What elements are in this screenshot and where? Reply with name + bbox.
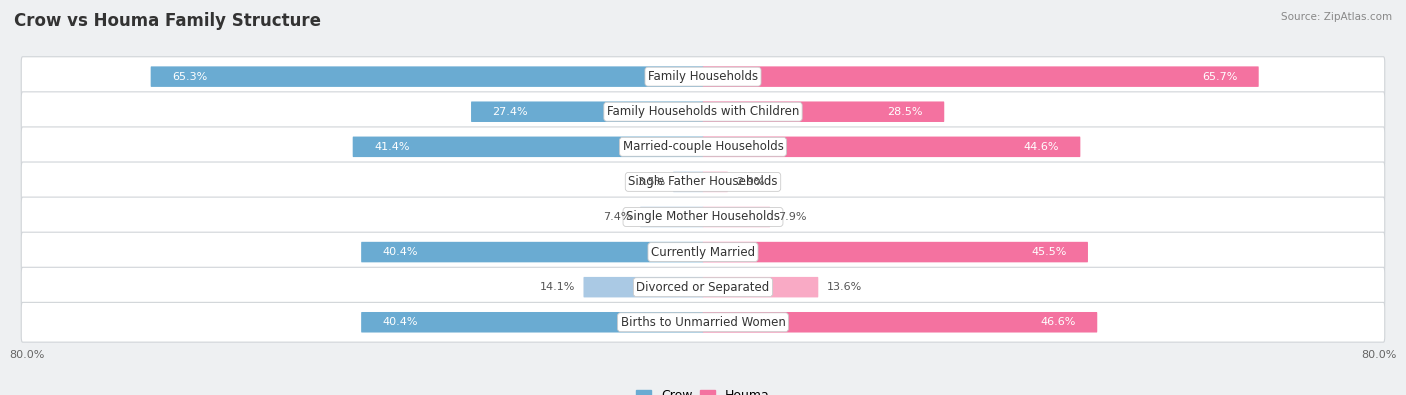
- FancyBboxPatch shape: [21, 267, 1385, 307]
- FancyBboxPatch shape: [361, 312, 703, 333]
- FancyBboxPatch shape: [21, 232, 1385, 272]
- FancyBboxPatch shape: [673, 172, 703, 192]
- Text: 2.9%: 2.9%: [735, 177, 765, 187]
- Text: Single Mother Households: Single Mother Households: [626, 211, 780, 224]
- Text: 7.9%: 7.9%: [779, 212, 807, 222]
- Text: 27.4%: 27.4%: [492, 107, 529, 117]
- Text: Currently Married: Currently Married: [651, 246, 755, 259]
- FancyBboxPatch shape: [703, 137, 1080, 157]
- Text: 7.4%: 7.4%: [603, 212, 631, 222]
- Text: Family Households: Family Households: [648, 70, 758, 83]
- FancyBboxPatch shape: [150, 66, 703, 87]
- Text: 14.1%: 14.1%: [540, 282, 575, 292]
- Text: 65.3%: 65.3%: [172, 71, 208, 82]
- FancyBboxPatch shape: [361, 242, 703, 262]
- Text: Source: ZipAtlas.com: Source: ZipAtlas.com: [1281, 12, 1392, 22]
- Text: Family Households with Children: Family Households with Children: [607, 105, 799, 118]
- Text: 44.6%: 44.6%: [1024, 142, 1059, 152]
- FancyBboxPatch shape: [640, 207, 703, 227]
- Legend: Crow, Houma: Crow, Houma: [631, 384, 775, 395]
- Text: Married-couple Households: Married-couple Households: [623, 140, 783, 153]
- FancyBboxPatch shape: [703, 207, 770, 227]
- FancyBboxPatch shape: [21, 92, 1385, 132]
- Text: 40.4%: 40.4%: [382, 247, 418, 257]
- FancyBboxPatch shape: [583, 277, 703, 297]
- Text: 28.5%: 28.5%: [887, 107, 922, 117]
- FancyBboxPatch shape: [703, 277, 818, 297]
- Text: 41.4%: 41.4%: [374, 142, 409, 152]
- FancyBboxPatch shape: [703, 66, 1258, 87]
- FancyBboxPatch shape: [703, 172, 728, 192]
- FancyBboxPatch shape: [21, 127, 1385, 167]
- Text: 46.6%: 46.6%: [1040, 317, 1076, 327]
- FancyBboxPatch shape: [21, 57, 1385, 96]
- Text: Single Father Households: Single Father Households: [628, 175, 778, 188]
- FancyBboxPatch shape: [21, 162, 1385, 202]
- FancyBboxPatch shape: [703, 102, 945, 122]
- Text: 40.4%: 40.4%: [382, 317, 418, 327]
- Text: Crow vs Houma Family Structure: Crow vs Houma Family Structure: [14, 12, 321, 30]
- Text: 45.5%: 45.5%: [1031, 247, 1067, 257]
- Text: Divorced or Separated: Divorced or Separated: [637, 281, 769, 293]
- FancyBboxPatch shape: [703, 312, 1097, 333]
- Text: 3.5%: 3.5%: [637, 177, 665, 187]
- FancyBboxPatch shape: [471, 102, 703, 122]
- FancyBboxPatch shape: [703, 242, 1088, 262]
- Text: Births to Unmarried Women: Births to Unmarried Women: [620, 316, 786, 329]
- Text: 65.7%: 65.7%: [1202, 71, 1237, 82]
- FancyBboxPatch shape: [353, 137, 703, 157]
- FancyBboxPatch shape: [21, 303, 1385, 342]
- Text: 13.6%: 13.6%: [827, 282, 862, 292]
- FancyBboxPatch shape: [21, 197, 1385, 237]
